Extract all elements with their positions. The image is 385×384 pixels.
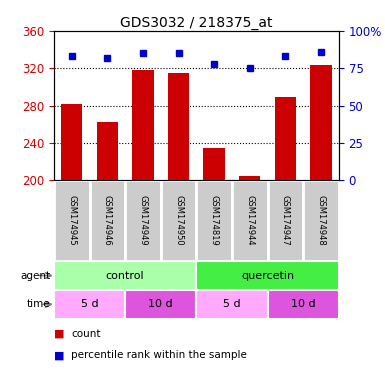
Text: ■: ■ <box>54 329 64 339</box>
Text: 5 d: 5 d <box>223 299 241 310</box>
Bar <box>161 180 196 261</box>
Bar <box>232 180 268 261</box>
Bar <box>203 148 225 180</box>
Text: ■: ■ <box>54 350 64 360</box>
Title: GDS3032 / 218375_at: GDS3032 / 218375_at <box>120 16 273 30</box>
Bar <box>196 261 339 290</box>
Bar <box>54 180 90 261</box>
Text: time: time <box>27 299 50 310</box>
Bar <box>275 97 296 180</box>
Bar <box>125 290 196 319</box>
Bar <box>310 65 332 180</box>
Text: agent: agent <box>20 270 50 281</box>
Text: control: control <box>106 270 144 281</box>
Text: GSM174950: GSM174950 <box>174 195 183 246</box>
Bar <box>168 73 189 180</box>
Text: GSM174945: GSM174945 <box>67 195 76 246</box>
Bar <box>54 290 125 319</box>
Text: GSM174944: GSM174944 <box>245 195 254 246</box>
Text: 10 d: 10 d <box>149 299 173 310</box>
Bar <box>61 104 82 180</box>
Bar <box>90 180 125 261</box>
Bar <box>196 290 268 319</box>
Text: GSM174946: GSM174946 <box>103 195 112 246</box>
Text: 5 d: 5 d <box>81 299 98 310</box>
Text: count: count <box>71 329 101 339</box>
Text: GSM174947: GSM174947 <box>281 195 290 246</box>
Bar <box>54 261 196 290</box>
Bar <box>268 290 339 319</box>
Text: GSM174948: GSM174948 <box>316 195 325 246</box>
Bar <box>125 180 161 261</box>
Text: quercetin: quercetin <box>241 270 294 281</box>
Bar <box>268 180 303 261</box>
Bar <box>303 180 339 261</box>
Text: GSM174819: GSM174819 <box>210 195 219 246</box>
Text: GSM174949: GSM174949 <box>139 195 147 246</box>
Text: 10 d: 10 d <box>291 299 315 310</box>
Bar <box>239 176 260 180</box>
Bar <box>97 122 118 180</box>
Bar <box>196 180 232 261</box>
Text: percentile rank within the sample: percentile rank within the sample <box>71 350 247 360</box>
Bar <box>132 70 154 180</box>
